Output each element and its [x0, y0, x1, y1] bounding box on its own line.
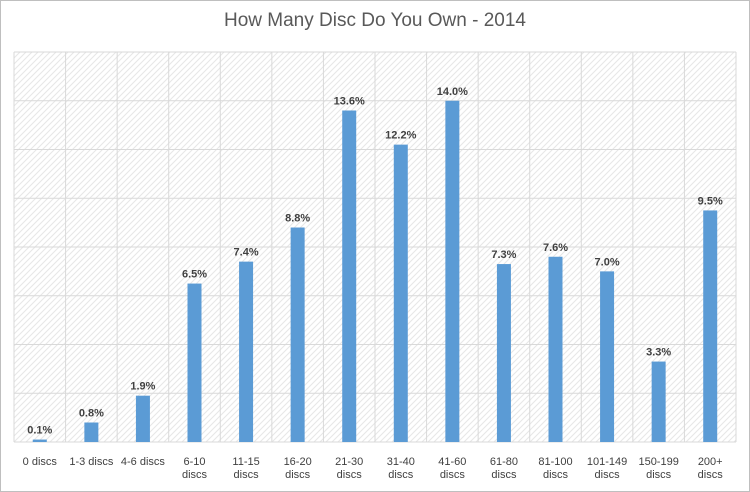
data-label: 0.1% [27, 425, 52, 437]
bar [239, 261, 254, 442]
data-label: 3.3% [646, 347, 671, 359]
x-tick-label: 101-149 [587, 456, 627, 468]
data-label: 14.0% [437, 86, 468, 98]
x-tick-label: 61-80 [490, 456, 518, 468]
bar [135, 395, 150, 442]
data-label: 8.8% [285, 213, 310, 225]
bar [290, 227, 305, 442]
gridlines [13, 51, 737, 443]
data-label: 0.8% [79, 408, 104, 420]
data-label: 7.6% [543, 242, 568, 254]
chart-title: How Many Disc Do You Own - 2014 [223, 10, 527, 31]
bar [548, 256, 563, 442]
x-tick-label: 16-20 [284, 456, 312, 468]
bar [342, 110, 357, 442]
x-tick-label: discs [388, 469, 414, 481]
x-tick-label: discs [182, 469, 208, 481]
bar [187, 283, 202, 442]
x-tick-label: 200+ [698, 456, 723, 468]
data-label: 1.9% [130, 381, 155, 393]
data-label: 12.2% [385, 130, 416, 142]
bar [393, 144, 408, 442]
x-tick-label: 1-3 discs [69, 456, 114, 468]
x-tick-label: 31-40 [387, 456, 415, 468]
data-label: 7.4% [234, 247, 259, 259]
bars-group [32, 100, 718, 442]
x-tick-label: 150-199 [638, 456, 678, 468]
x-tick-label: discs [595, 469, 621, 481]
bar [496, 264, 511, 442]
data-label: 9.5% [698, 195, 723, 207]
x-tick-label: 4-6 discs [121, 456, 166, 468]
x-tick-label: discs [285, 469, 311, 481]
x-tick-label: 0 discs [23, 456, 58, 468]
x-tick-label: discs [646, 469, 672, 481]
x-tick-label: 81-100 [538, 456, 572, 468]
x-tick-label: discs [698, 469, 724, 481]
data-labels-group: 0.1% 0.8% 1.9% 6.5% 7.4% 8.8% 13.6% 12.2% 14.0% 7… [27, 86, 723, 437]
bar [84, 422, 99, 442]
bar [32, 439, 47, 442]
data-label: 13.6% [334, 96, 365, 108]
x-tick-label: 11-15 [232, 456, 259, 468]
data-label: 6.5% [182, 269, 207, 281]
bar [445, 100, 460, 442]
bar [703, 210, 718, 442]
bar [600, 271, 615, 442]
x-tick-label: discs [543, 469, 569, 481]
bar [651, 361, 666, 442]
x-tick-label: 41-60 [438, 456, 466, 468]
x-tick-label: 21-30 [335, 456, 363, 468]
x-tick-label: discs [337, 469, 363, 481]
x-tick-label: discs [440, 469, 466, 481]
x-tick-labels-group: 0 discs 1-3 discs 4-6 discs 6-10discs11-15d… [23, 456, 724, 481]
data-label: 7.0% [595, 256, 620, 268]
x-tick-label: discs [491, 469, 517, 481]
x-tick-label: 6-10 [183, 456, 205, 468]
x-tick-label: discs [234, 469, 260, 481]
data-label: 7.3% [491, 249, 516, 261]
